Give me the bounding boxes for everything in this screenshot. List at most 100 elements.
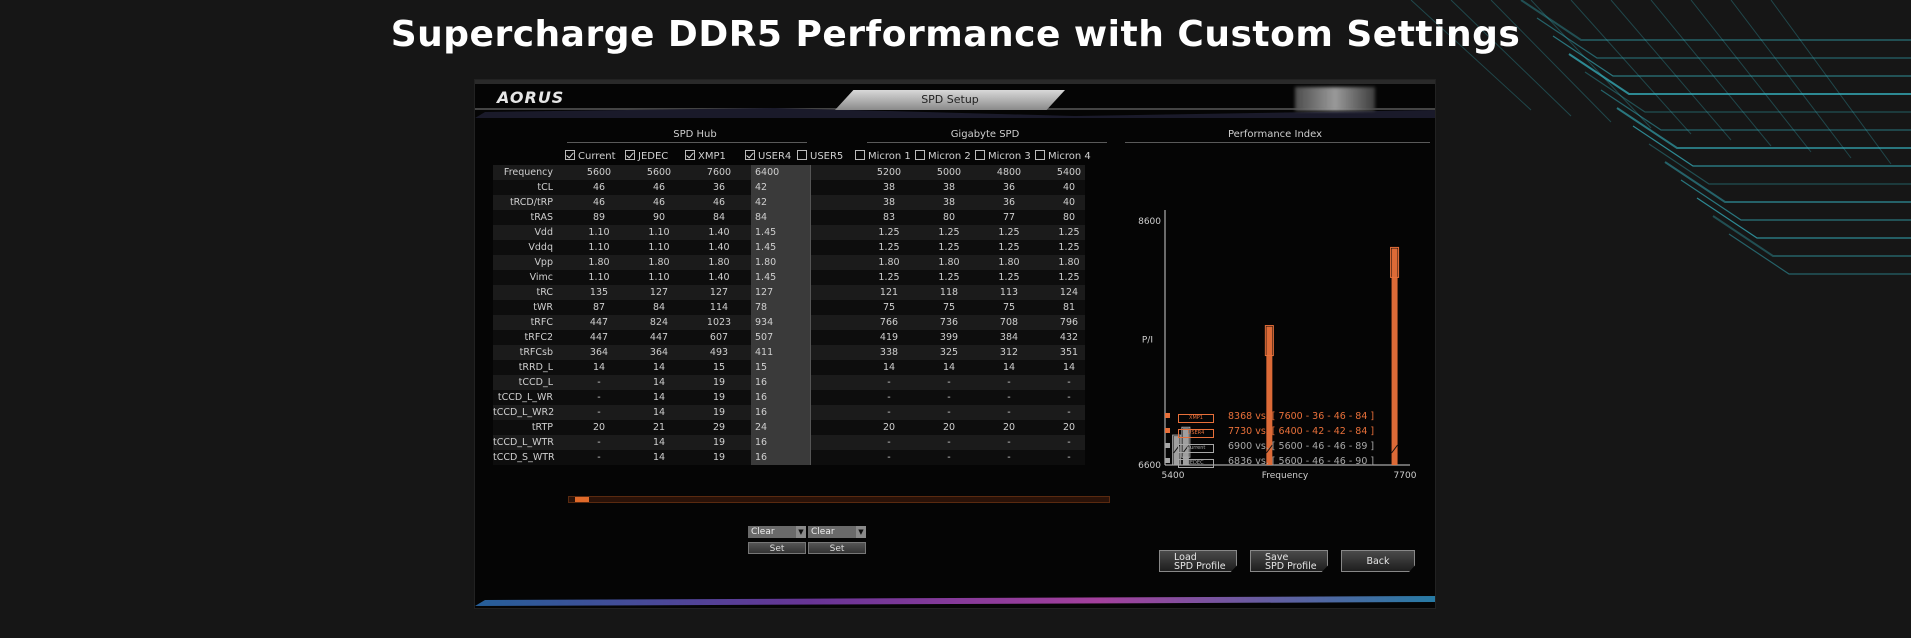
- user4-input-cell[interactable]: 507: [751, 330, 811, 345]
- back-button[interactable]: Back: [1341, 550, 1415, 572]
- user4-input-cell[interactable]: 24: [751, 420, 811, 435]
- table-cell: 1.25: [1058, 272, 1080, 283]
- checkbox[interactable]: [625, 150, 635, 160]
- user4-input-cell[interactable]: 16: [751, 375, 811, 390]
- table-row: tCL 46 46 36 42 38 38 36 40: [493, 180, 1085, 195]
- user4-input-cell[interactable]: 42: [751, 180, 811, 195]
- table-cell: 38: [942, 182, 956, 193]
- checkbox[interactable]: [1035, 150, 1045, 160]
- user4-input-cell[interactable]: 78: [751, 300, 811, 315]
- user4-input-cell[interactable]: 1.45: [751, 240, 811, 255]
- user4-input-cell[interactable]: 934: [751, 315, 811, 330]
- table-cell: -: [947, 452, 951, 463]
- bar-jedec: [1173, 436, 1180, 465]
- set-button-right[interactable]: Set: [808, 542, 866, 554]
- table-cell: 36: [1002, 197, 1016, 208]
- table-cell: 5200: [876, 167, 902, 178]
- checkbox[interactable]: [975, 150, 985, 160]
- column-header[interactable]: XMP1: [685, 150, 726, 162]
- user4-input-cell[interactable]: 16: [751, 435, 811, 450]
- horizontal-scrollbar[interactable]: [568, 496, 1110, 503]
- teal-line: [1570, 0, 1692, 135]
- checkbox[interactable]: [565, 150, 575, 160]
- spd-table: Frequency 5600 5600 7600 6400 5200 5000 4800 540…: [493, 165, 1085, 465]
- bar-xmp1: [1391, 248, 1398, 465]
- table-cell: 36: [712, 182, 726, 193]
- button-label: Back: [1366, 556, 1390, 567]
- table-cell: 20: [1002, 422, 1016, 433]
- checkbox[interactable]: [915, 150, 925, 160]
- column-header[interactable]: Micron 3: [975, 150, 1031, 162]
- table-row: tRCD/tRP 46 46 46 42 38 38 36 40: [493, 195, 1085, 210]
- table-cell: 20: [592, 422, 606, 433]
- column-label: Micron 1: [868, 151, 911, 162]
- table-cell: 14: [592, 362, 606, 373]
- table-cell: 80: [942, 212, 956, 223]
- column-header[interactable]: Micron 4: [1035, 150, 1091, 162]
- row-label: Vimc: [529, 272, 553, 283]
- user4-input-cell[interactable]: 16: [751, 405, 811, 420]
- load-spd-profile-button[interactable]: Load SPD Profile: [1159, 550, 1237, 572]
- column-header[interactable]: Current: [565, 150, 616, 162]
- row-label: tCCD_L: [518, 377, 553, 388]
- row-label: tRFCsb: [519, 347, 553, 358]
- clear-dropdown-left[interactable]: Clear ▼: [748, 526, 806, 538]
- teal-line: [1712, 215, 1911, 257]
- table-cell: 493: [709, 347, 729, 358]
- table-cell: 38: [882, 197, 896, 208]
- user4-input-cell[interactable]: 15: [751, 360, 811, 375]
- table-cell: 14: [652, 392, 666, 403]
- teal-line: [1696, 197, 1911, 239]
- column-header[interactable]: Micron 1: [855, 150, 911, 162]
- checkbox[interactable]: [797, 150, 807, 160]
- user4-input-cell[interactable]: 1.45: [751, 270, 811, 285]
- row-label: tRRD_L: [518, 362, 553, 373]
- table-cell: 81: [1062, 302, 1076, 313]
- table-cell: -: [887, 437, 891, 448]
- row-label: tWR: [533, 302, 553, 313]
- table-cell: 1.80: [588, 257, 610, 268]
- clear-dropdown-right[interactable]: Clear ▼: [808, 526, 866, 538]
- divider: [567, 142, 807, 143]
- table-cell: -: [597, 437, 601, 448]
- column-header[interactable]: USER5: [797, 150, 843, 162]
- table-cell: 46: [652, 182, 666, 193]
- bar-notch: [1391, 444, 1398, 454]
- table-cell: 19: [712, 452, 726, 463]
- checkbox[interactable]: [745, 150, 755, 160]
- user4-input-cell[interactable]: 16: [751, 450, 811, 465]
- user4-input-cell[interactable]: 127: [751, 285, 811, 300]
- user4-input-cell[interactable]: 1.45: [751, 225, 811, 240]
- checkbox[interactable]: [855, 150, 865, 160]
- table-cell: 38: [942, 197, 956, 208]
- table-cell: 19: [712, 437, 726, 448]
- user4-input-cell[interactable]: 42: [751, 195, 811, 210]
- row-label: tRC: [536, 287, 554, 298]
- legend-square-icon: [1165, 458, 1170, 463]
- legend-label: 8368 vs. [ 7600 - 36 - 46 - 84 ]: [1228, 411, 1375, 422]
- table-row: tRFC 447 824 1023 934 766 736 708 796: [493, 315, 1085, 330]
- save-spd-profile-button[interactable]: Save SPD Profile: [1250, 550, 1328, 572]
- table-cell: 14: [652, 362, 666, 373]
- set-button-left[interactable]: Set: [748, 542, 806, 554]
- table-cell: 364: [589, 347, 609, 358]
- user4-input-cell[interactable]: 84: [751, 210, 811, 225]
- column-header[interactable]: USER4: [745, 150, 791, 162]
- column-header[interactable]: JEDEC: [625, 150, 668, 162]
- user4-input-cell[interactable]: 16: [751, 390, 811, 405]
- user4-input-cell[interactable]: 6400: [751, 165, 811, 180]
- table-cell: 1.80: [998, 257, 1020, 268]
- checkbox[interactable]: [685, 150, 695, 160]
- table-cell: 80: [1062, 212, 1076, 223]
- scrollbar-thumb[interactable]: [575, 497, 589, 502]
- table-cell: 1.25: [998, 227, 1020, 238]
- user4-input-cell[interactable]: 411: [751, 345, 811, 360]
- table-cell: 1.10: [648, 242, 670, 253]
- column-header[interactable]: Micron 2: [915, 150, 971, 162]
- user4-input-cell[interactable]: 1.80: [751, 255, 811, 270]
- table-cell: 325: [939, 347, 959, 358]
- table-cell: 5600: [646, 167, 672, 178]
- teal-line: [1568, 53, 1911, 95]
- legend-label: 6836 vs. [ 5600 - 46 - 46 - 90 ]: [1228, 456, 1375, 467]
- table-cell: 36: [1002, 182, 1016, 193]
